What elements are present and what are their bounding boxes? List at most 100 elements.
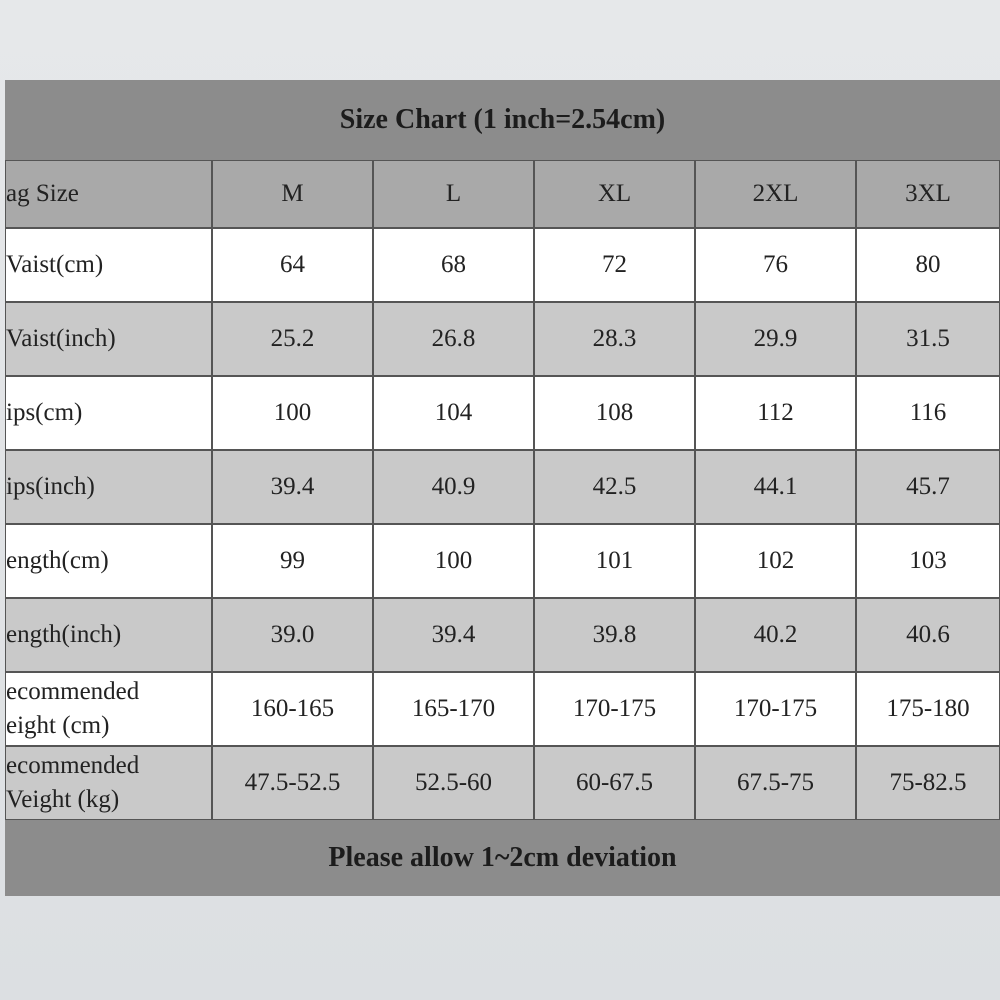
value-cell: 25.2 [212, 302, 373, 376]
footer-bar: Please allow 1~2cm deviation [5, 820, 1000, 896]
cell-value: 175-180 [886, 695, 970, 722]
row-label-cell: Vaist(cm) [5, 228, 212, 302]
column-header: 3XL [905, 180, 951, 207]
cell-value: 116 [909, 399, 947, 426]
value-cell: 99 [212, 524, 373, 598]
cell-value: 42.5 [592, 473, 637, 500]
cell-value: 160-165 [250, 695, 335, 722]
cell-value: 80 [915, 251, 941, 278]
cell-value: 103 [909, 547, 947, 574]
cell-value: 40.9 [431, 473, 476, 500]
cell-value: 108 [595, 399, 634, 426]
footer-note: Please allow 1~2cm deviation [328, 842, 677, 873]
row-label-cell: ips(inch) [5, 450, 212, 524]
row-label-cell: ecommended eight (cm) [5, 672, 212, 746]
cell-value: 45.7 [906, 473, 950, 500]
value-cell: 160-165 [212, 672, 373, 746]
cell-value: 60-67.5 [575, 769, 654, 796]
value-cell: 75-82.5 [856, 746, 1000, 820]
title-bar: Size Chart (1 inch=2.54cm) [5, 80, 1000, 160]
column-header: XL [597, 180, 632, 207]
title: Size Chart (1 inch=2.54cm) [339, 104, 666, 135]
row-label-cell: Vaist(inch) [5, 302, 212, 376]
value-cell: 68 [373, 228, 534, 302]
row-label-cell: ength(cm) [5, 524, 212, 598]
value-cell: 170-175 [695, 672, 856, 746]
value-cell: 47.5-52.5 [212, 746, 373, 820]
value-cell: 60-67.5 [534, 746, 695, 820]
cell-value: 39.4 [270, 473, 315, 500]
value-cell: 72 [534, 228, 695, 302]
cell-value: 75-82.5 [889, 769, 967, 796]
row-label-cell: ecommended Veight (kg) [5, 746, 212, 820]
column-header: M [281, 180, 304, 207]
row-label: eight (cm) [6, 712, 110, 739]
value-cell: 39.0 [212, 598, 373, 672]
cell-value: 25.2 [270, 325, 315, 352]
header-cell: ag Size [5, 160, 212, 228]
cell-value: 47.5-52.5 [244, 769, 341, 796]
cell-value: 39.4 [431, 621, 476, 648]
cell-value: 104 [434, 399, 473, 426]
value-cell: 39.4 [373, 598, 534, 672]
cell-value: 72 [602, 251, 627, 278]
cell-value: 170-175 [733, 695, 818, 722]
header-cell: L [373, 160, 534, 228]
value-cell: 76 [695, 228, 856, 302]
cell-value: 52.5-60 [414, 769, 493, 796]
cell-value: 100 [434, 547, 473, 574]
value-cell: 45.7 [856, 450, 1000, 524]
row-label: Vaist(inch) [6, 325, 116, 352]
value-cell: 39.4 [212, 450, 373, 524]
row-label: ength(inch) [6, 621, 122, 648]
row-label-cell: ength(inch) [5, 598, 212, 672]
value-cell: 103 [856, 524, 1000, 598]
row-label: Veight (kg) [6, 786, 120, 813]
header-cell: 2XL [695, 160, 856, 228]
cell-value: 40.2 [753, 621, 798, 648]
row-label-cell: ips(cm) [5, 376, 212, 450]
value-cell: 40.9 [373, 450, 534, 524]
row-label: ecommended [6, 678, 140, 705]
cell-value: 67.5-75 [736, 769, 815, 796]
cell-value: 64 [280, 251, 305, 278]
cell-value: 31.5 [906, 325, 950, 352]
header-cell: 3XL [856, 160, 1000, 228]
row-label: ips(cm) [6, 399, 83, 426]
value-cell: 100 [212, 376, 373, 450]
cell-value: 101 [595, 547, 634, 574]
cell-value: 28.3 [592, 325, 637, 352]
cell-value: 39.0 [270, 621, 315, 648]
cell-value: 170-175 [572, 695, 657, 722]
value-cell: 175-180 [856, 672, 1000, 746]
value-cell: 80 [856, 228, 1000, 302]
value-cell: 101 [534, 524, 695, 598]
cell-value: 26.8 [431, 325, 476, 352]
cell-value: 112 [757, 399, 794, 426]
value-cell: 116 [856, 376, 1000, 450]
column-header: 2XL [752, 180, 799, 207]
cell-value: 100 [273, 399, 312, 426]
value-cell: 40.6 [856, 598, 1000, 672]
column-header: L [445, 180, 462, 207]
row-label: ips(inch) [6, 473, 95, 500]
row-label: ength(cm) [6, 547, 109, 574]
value-cell: 112 [695, 376, 856, 450]
value-cell: 108 [534, 376, 695, 450]
value-cell: 67.5-75 [695, 746, 856, 820]
cell-value: 76 [763, 251, 788, 278]
value-cell: 102 [695, 524, 856, 598]
cell-value: 102 [756, 547, 795, 574]
value-cell: 100 [373, 524, 534, 598]
value-cell: 31.5 [856, 302, 1000, 376]
cell-value: 29.9 [753, 325, 798, 352]
value-cell: 165-170 [373, 672, 534, 746]
column-header: ag Size [6, 180, 79, 207]
cell-value: 99 [280, 547, 305, 574]
cell-value: 44.1 [753, 473, 798, 500]
value-cell: 52.5-60 [373, 746, 534, 820]
value-cell: 28.3 [534, 302, 695, 376]
row-label: ecommended [6, 752, 140, 779]
value-cell: 26.8 [373, 302, 534, 376]
